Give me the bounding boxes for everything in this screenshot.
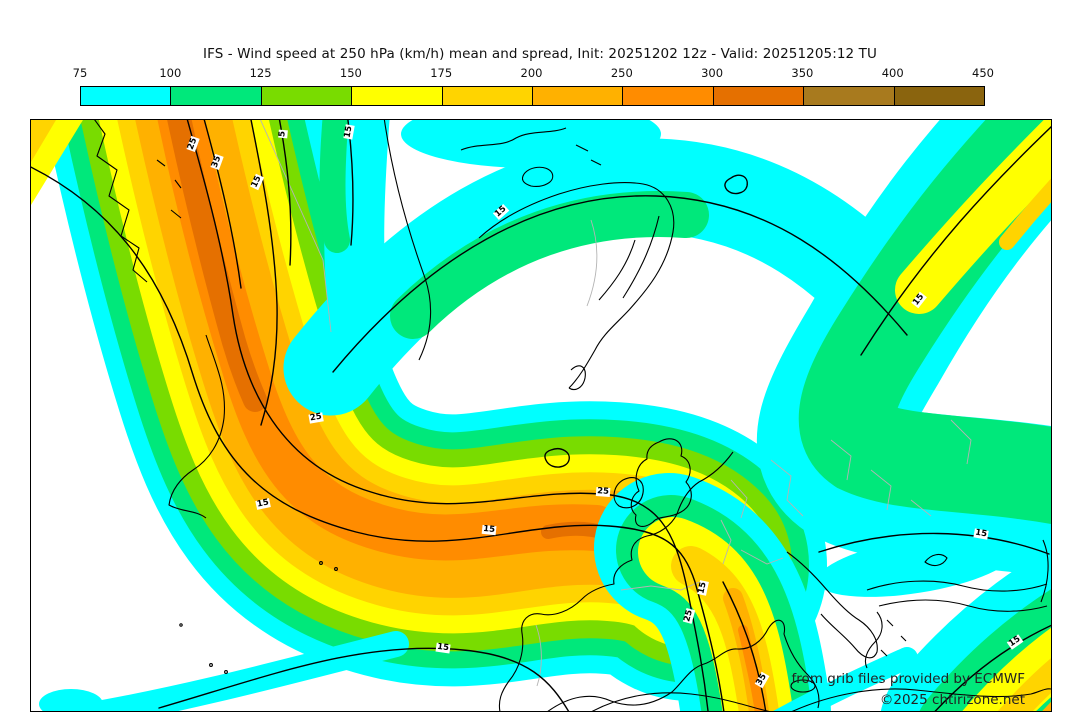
colorbar-tick-label: 300 bbox=[701, 66, 724, 80]
colorbar-segment bbox=[170, 87, 261, 105]
colorbar-segment bbox=[712, 87, 804, 105]
colorbar-segment bbox=[351, 87, 442, 105]
colorbar-segment bbox=[260, 87, 352, 105]
colorbar-segment bbox=[622, 87, 713, 105]
colorbar-tick-label: 200 bbox=[520, 66, 543, 80]
colorbar-segment bbox=[893, 87, 985, 105]
map-canvas: 25 35 15 5 15 25 15 15 25 15 15 15 25 35 15 15 15 from g… bbox=[30, 119, 1052, 712]
chart-title: IFS - Wind speed at 250 hPa (km/h) mean … bbox=[203, 46, 877, 62]
colorbar-tick-label: 100 bbox=[159, 66, 182, 80]
colorbar-segments bbox=[80, 86, 985, 106]
colorbar-tick-label: 150 bbox=[339, 66, 362, 80]
colorbar-tick-label: 400 bbox=[881, 66, 904, 80]
colorbar-tick-label: 450 bbox=[972, 66, 994, 80]
colorbar-tick-label: 250 bbox=[610, 66, 633, 80]
colorbar-tick-label: 125 bbox=[249, 66, 272, 80]
attribution-ecmwf: from grib files provided by ECMWF bbox=[791, 671, 1025, 687]
colorbar-segment bbox=[532, 87, 623, 105]
colorbar-tick-label: 350 bbox=[791, 66, 814, 80]
colorbar-ticks: 75 100 125 150 175 200 250 300 350 400 450 bbox=[73, 66, 994, 80]
colorbar-tick-label: 175 bbox=[430, 66, 453, 80]
colorbar-tick-label: 75 bbox=[72, 66, 88, 80]
wind-speed-fill bbox=[31, 120, 1051, 711]
wind-map-svg bbox=[31, 120, 1051, 711]
spread-contours bbox=[31, 120, 1051, 711]
colorbar-segment bbox=[81, 87, 171, 105]
country-borders bbox=[260, 120, 972, 687]
colorbar-segment bbox=[441, 87, 533, 105]
attribution-copyright: ©2025 chtirizone.net bbox=[879, 692, 1025, 708]
coastlines bbox=[94, 120, 1051, 711]
colorbar-segment bbox=[803, 87, 894, 105]
